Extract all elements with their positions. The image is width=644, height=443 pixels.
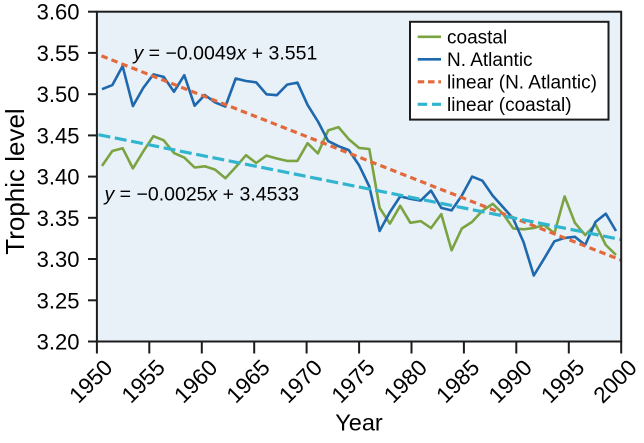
svg-text:3.35: 3.35 (37, 206, 80, 231)
svg-text:3.45: 3.45 (37, 123, 80, 148)
svg-text:3.55: 3.55 (37, 41, 80, 66)
svg-text:linear (coastal): linear (coastal) (447, 95, 572, 116)
svg-text:y = −0.0049x + 3.551: y = −0.0049x + 3.551 (132, 43, 318, 65)
svg-text:linear (N. Atlantic): linear (N. Atlantic) (447, 72, 597, 93)
svg-text:3.25: 3.25 (37, 288, 80, 313)
svg-text:3.40: 3.40 (37, 165, 80, 190)
svg-text:Year: Year (335, 410, 383, 436)
svg-text:coastal: coastal (447, 27, 507, 48)
svg-text:3.60: 3.60 (37, 0, 80, 25)
svg-text:3.50: 3.50 (37, 82, 80, 107)
svg-text:y = −0.0025x + 3.4533: y = −0.0025x + 3.4533 (103, 183, 300, 205)
svg-text:Trophic level: Trophic level (0, 108, 30, 254)
svg-text:3.20: 3.20 (37, 330, 80, 355)
svg-text:N. Atlantic: N. Atlantic (447, 50, 533, 71)
svg-text:3.30: 3.30 (37, 247, 80, 272)
